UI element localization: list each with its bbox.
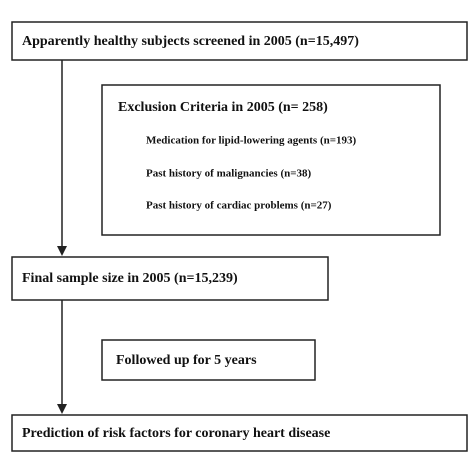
box: [101, 339, 316, 381]
box: [11, 256, 329, 301]
arrowhead: [57, 404, 67, 414]
exclusion-item: Medication for lipid-lowering agents (n=…: [146, 135, 357, 147]
arrowhead: [57, 246, 67, 256]
box-label: Prediction of risk factors for coronary …: [22, 426, 330, 441]
box-label: Followed up for 5 years: [116, 353, 257, 368]
box-label: Apparently healthy subjects screened in …: [22, 34, 359, 49]
box-label: Final sample size in 2005 (n=15,239): [22, 271, 238, 286]
box: [11, 414, 468, 452]
exclusion-title: Exclusion Criteria in 2005 (n= 258): [118, 100, 328, 115]
exclusion-item: Past history of malignancies (n=38): [146, 168, 311, 180]
exclusion-item: Past history of cardiac problems (n=27): [146, 200, 332, 212]
exclusion-box: [101, 84, 441, 236]
box: [11, 21, 468, 61]
